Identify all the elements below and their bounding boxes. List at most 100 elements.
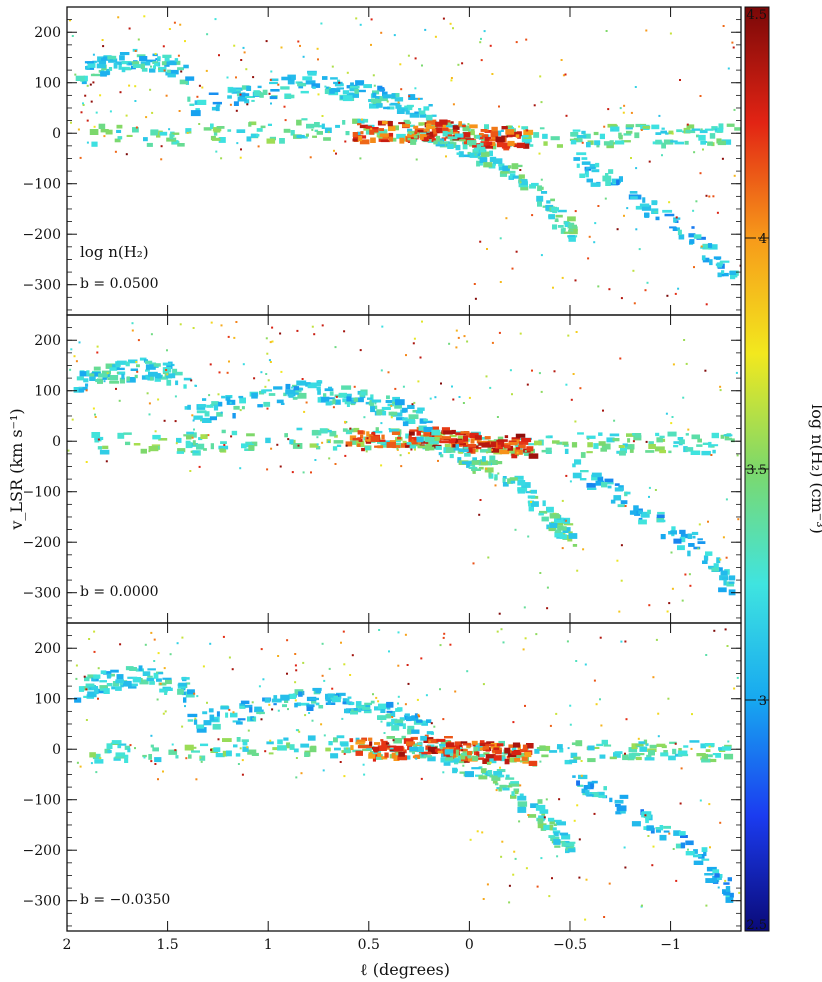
noise-pixel: [651, 864, 654, 867]
y-tick-label: −100: [23, 177, 61, 193]
noise-pixel: [262, 678, 265, 681]
noise-pixel: [708, 745, 711, 748]
heatmap-cell: [242, 746, 249, 752]
heatmap-cell: [728, 892, 734, 898]
noise-pixel: [271, 326, 274, 329]
heatmap-cell: [556, 821, 566, 826]
noise-pixel: [99, 757, 102, 760]
heatmap-cell: [470, 438, 475, 444]
noise-pixel: [309, 156, 312, 159]
heatmap-cell: [495, 749, 502, 755]
heatmap-cell: [635, 756, 642, 761]
heatmap-cell: [710, 758, 717, 763]
heatmap-cell: [554, 531, 563, 538]
heatmap-cell: [672, 748, 677, 755]
heatmap-cell: [409, 729, 420, 734]
noise-pixel: [149, 88, 152, 91]
heatmap-cell: [684, 140, 689, 145]
feature-upper-arm: [187, 687, 434, 741]
heatmap-cell: [293, 386, 300, 391]
heatmap-cell: [525, 491, 531, 494]
heatmap-cell: [613, 495, 622, 501]
noise-pixel: [294, 681, 297, 684]
heatmap-cell: [185, 691, 195, 698]
noise-pixel: [707, 520, 709, 523]
heatmap-cell: [119, 52, 130, 56]
noise-pixel: [220, 324, 223, 327]
heatmap-cell: [399, 137, 405, 144]
noise-pixel: [496, 416, 499, 418]
heatmap-cell: [619, 794, 629, 799]
heatmap-cell: [572, 463, 576, 468]
heatmap-cell: [381, 740, 388, 747]
noise-pixel: [233, 336, 236, 339]
noise-pixel: [223, 444, 226, 446]
heatmap-cell: [361, 737, 368, 741]
noise-pixel: [165, 94, 168, 97]
noise-pixel: [305, 401, 308, 404]
noise-pixel: [404, 703, 407, 706]
heatmap-cell: [445, 742, 455, 748]
heatmap-cell: [273, 703, 277, 706]
heatmap-cell: [669, 741, 677, 744]
heatmap-cell: [539, 745, 546, 748]
heatmap-cell: [508, 165, 512, 169]
noise-pixel: [486, 248, 488, 250]
noise-pixel: [239, 747, 242, 750]
heatmap-cell: [487, 770, 493, 775]
noise-pixel: [150, 65, 152, 68]
heatmap-cell: [156, 678, 162, 682]
heatmap-cell: [366, 438, 371, 442]
heatmap-cell: [467, 444, 477, 448]
heatmap-cell: [248, 122, 252, 127]
heatmap-cell: [345, 441, 353, 447]
heatmap-cell: [110, 669, 119, 673]
heatmap-cell: [121, 61, 132, 65]
noise-pixel: [514, 528, 517, 531]
heatmap-cell: [449, 453, 454, 459]
heatmap-cell: [192, 440, 196, 446]
heatmap-cell: [697, 538, 703, 541]
heatmap-cell: [535, 804, 546, 811]
heatmap-cell: [191, 750, 200, 753]
noise-pixel: [657, 712, 660, 715]
noise-pixel: [264, 750, 267, 753]
colorbar-label: log n(H₂) (cm⁻³): [808, 404, 822, 534]
heatmap-cell: [675, 227, 680, 231]
heatmap-cell: [232, 89, 241, 92]
heatmap-cell: [89, 376, 96, 379]
noise-pixel: [109, 110, 112, 113]
heatmap-cell: [356, 89, 366, 93]
heatmap-cell: [371, 399, 382, 403]
heatmap-cell: [603, 786, 607, 791]
heatmap-cell: [375, 427, 379, 432]
noise-pixel: [616, 559, 619, 562]
heatmap-cell: [660, 752, 669, 757]
heatmap-cell: [116, 124, 123, 129]
noise-pixel: [163, 69, 166, 72]
noise-pixel: [540, 101, 543, 104]
noise-pixel: [157, 652, 160, 655]
heatmap-cell: [370, 394, 374, 400]
heatmap-cell: [593, 131, 599, 136]
noise-pixel: [553, 370, 556, 373]
heatmap-cell: [476, 439, 480, 444]
noise-pixel: [500, 628, 503, 631]
heatmap-cell: [407, 137, 411, 141]
heatmap-cell: [552, 211, 558, 214]
heatmap-cell: [719, 261, 723, 265]
heatmap-cell: [139, 679, 149, 685]
heatmap-cell: [277, 745, 287, 751]
heatmap-cell: [537, 201, 542, 207]
noise-pixel: [162, 45, 165, 48]
heatmap-cell: [245, 96, 255, 98]
noise-pixel: [260, 371, 263, 374]
noise-pixel: [531, 214, 534, 217]
heatmap-cell: [702, 442, 711, 445]
noise-pixel: [449, 22, 452, 25]
heatmap-cell: [559, 534, 567, 539]
heatmap-cell: [526, 446, 534, 452]
heatmap-cell: [668, 755, 676, 761]
noise-pixel: [373, 84, 376, 87]
heatmap-cell: [74, 697, 82, 703]
